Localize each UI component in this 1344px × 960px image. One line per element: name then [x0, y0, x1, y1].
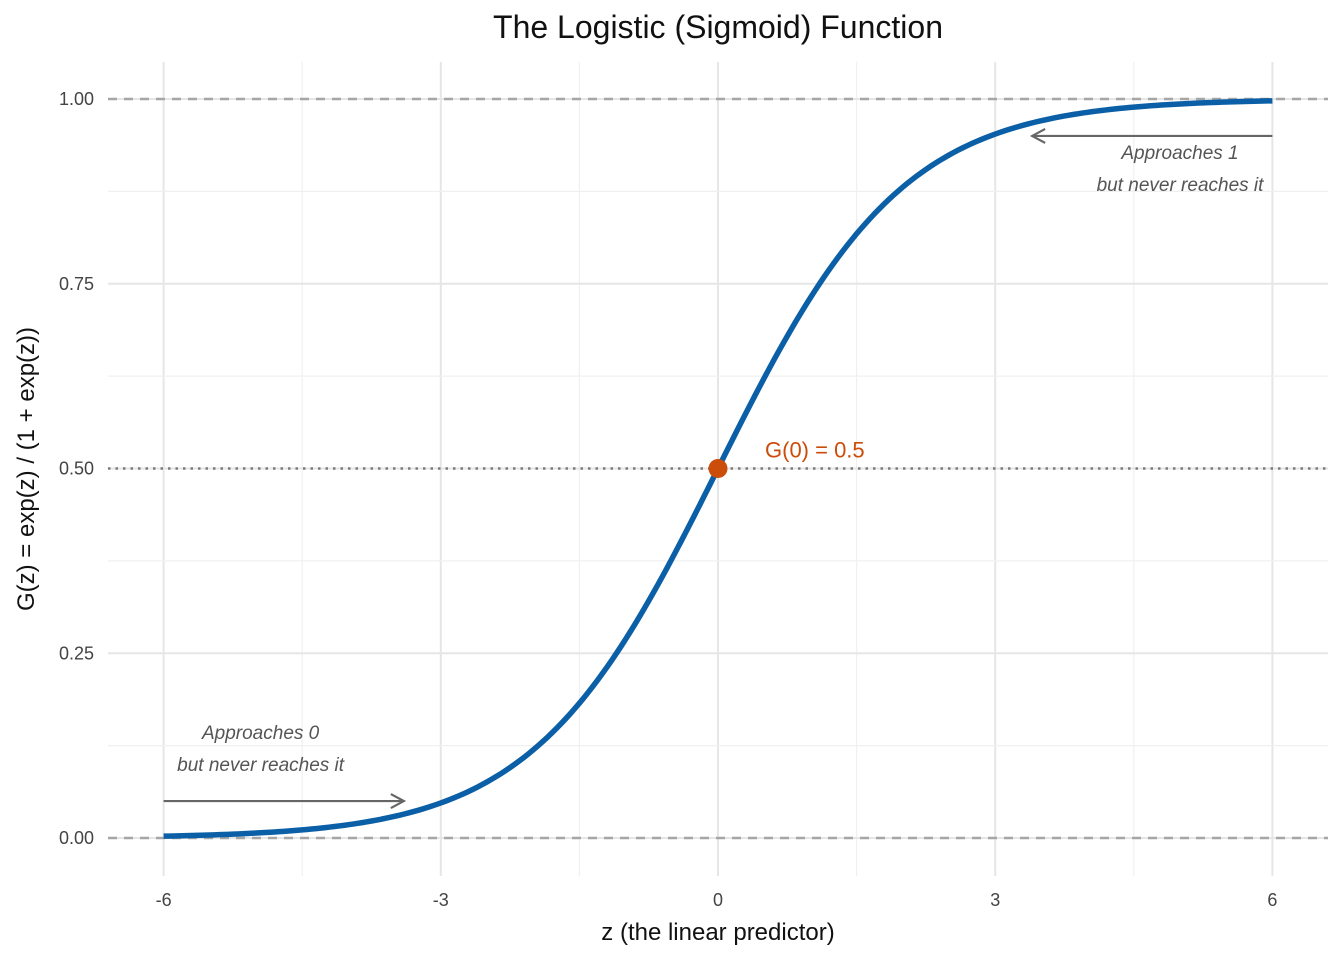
tick-labels: -6 -3 0 3 6 0.00 0.25 0.50 0.75 1.00 [59, 89, 1277, 910]
x-tick-label: 0 [713, 890, 723, 910]
highlight-point [708, 459, 728, 478]
y-tick-label: 0.25 [59, 643, 94, 663]
annotation-arrowhead [390, 793, 407, 810]
y-tick-label: 0.00 [59, 828, 94, 848]
annotation-text: Approaches 0 [201, 723, 320, 744]
x-tick-label: -6 [156, 890, 172, 910]
x-axis-title: z (the linear predictor) [601, 919, 834, 946]
x-tick-label: 6 [1267, 890, 1277, 910]
chart-title: The Logistic (Sigmoid) Function [493, 9, 943, 45]
highlight-point-label: G(0) = 0.5 [765, 438, 865, 463]
y-tick-label: 0.50 [59, 459, 94, 479]
x-tick-label: 3 [990, 890, 1000, 910]
annotation-text: Approaches 1 [1120, 143, 1238, 164]
annotation-text: but never reaches it [1097, 175, 1265, 196]
y-tick-label: 0.75 [59, 274, 94, 294]
highlight-layer: G(0) = 0.5 [708, 438, 865, 478]
annotation-arrowhead [1029, 127, 1046, 144]
y-tick-label: 1.00 [59, 89, 94, 109]
annotation-text: but never reaches it [177, 755, 345, 776]
annotations: Approaches 1 but never reaches it Approach… [163, 127, 1273, 810]
y-axis-title: G(z) = exp(z) / (1 + exp(z)) [13, 327, 40, 611]
x-tick-label: -3 [433, 890, 449, 910]
